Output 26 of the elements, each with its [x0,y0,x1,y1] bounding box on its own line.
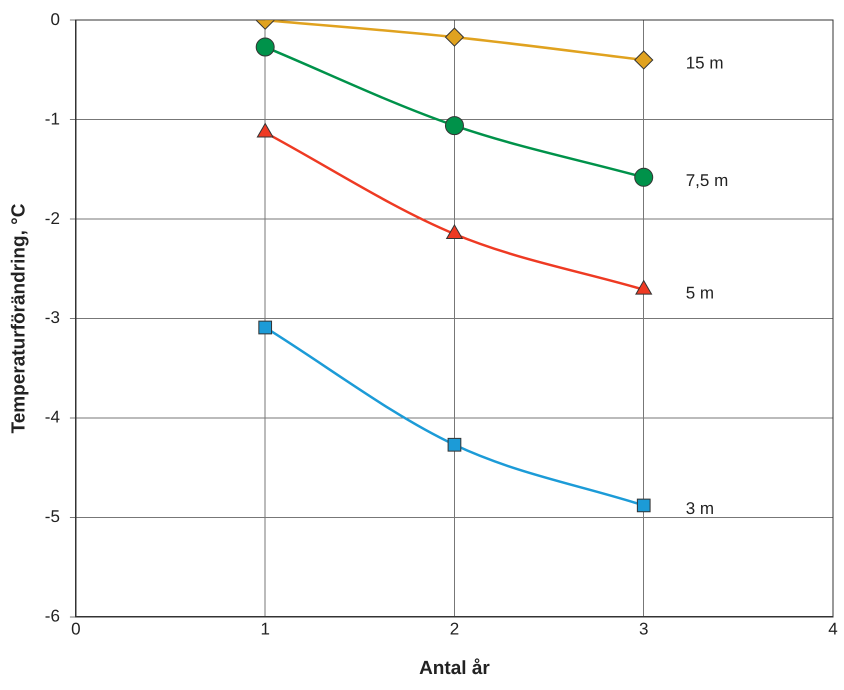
text: 5 m [686,283,714,302]
x-tick-label: 1 [260,620,270,639]
point [444,28,464,47]
y-tick-label: -5 [44,507,60,526]
point [634,168,654,187]
point [256,38,275,57]
point [636,498,651,512]
x-axis-title: Antal år [419,658,490,679]
y-tick-label: -2 [44,208,60,228]
x-tick-label: 4 [828,620,838,639]
point [258,320,272,334]
x-tick-label: 2 [450,620,460,639]
point [444,116,464,136]
y-tick-label: -6 [44,606,60,626]
x-tick-label: 3 [638,620,648,639]
y-axis-title: Temperaturförändring, °C [8,203,30,434]
y-tick-label: -1 [44,109,60,128]
point [448,438,462,452]
point [634,50,654,70]
series-label: 7,5 m [686,170,728,190]
x-tick-label: 0 [71,620,81,639]
text: 3 m [686,499,714,518]
y-tick-label: -4 [44,408,60,427]
series-label: 15 m [686,54,724,73]
y-tick-label: -3 [44,308,60,328]
y-tick-label: 0 [50,10,60,29]
